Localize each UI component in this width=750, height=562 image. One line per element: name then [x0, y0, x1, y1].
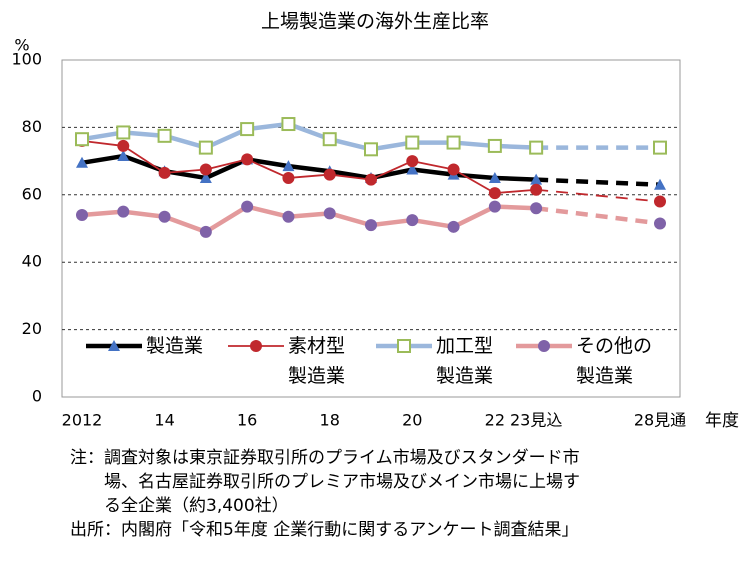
legend-marker: [108, 340, 120, 351]
x-tick-label: 28見通: [634, 411, 686, 430]
point-marker: [530, 173, 543, 185]
legend-swatch: [228, 340, 284, 352]
x-axis-label: 年度: [705, 411, 739, 431]
chart-title: 上場製造業の海外生産比率: [261, 11, 489, 33]
point-marker: [530, 202, 543, 215]
point-marker: [158, 210, 171, 223]
point-marker: [406, 163, 419, 175]
point-marker: [199, 163, 212, 176]
point-marker: [116, 125, 131, 140]
y-axis-label: %: [14, 36, 29, 55]
series-line: [81, 204, 537, 235]
series-line: [81, 139, 537, 195]
source: 出所：内閣府「令和5年度 企業行動に関するアンケート調査結果」: [70, 520, 579, 540]
notes: 注：調査対象は東京証券取引所のプライム市場及びスタンダード市 場、名古屋証券取引…: [70, 446, 580, 542]
legend-swatch: [376, 339, 432, 353]
y-tick-label: 60: [22, 184, 42, 203]
x-tick-label: 20: [402, 411, 422, 430]
point-marker: [323, 168, 336, 181]
plot-frame: [61, 59, 681, 398]
y-tick-label: 100: [11, 50, 42, 69]
point-marker: [447, 163, 460, 176]
point-marker: [76, 209, 88, 222]
point-marker: [322, 132, 337, 147]
projection-line: [535, 206, 661, 226]
point-marker: [281, 117, 296, 132]
point-marker: [282, 210, 295, 223]
note-line: る全企業（約3,400社）: [70, 496, 289, 516]
point-marker: [365, 173, 377, 186]
y-tick-label: 20: [22, 319, 42, 338]
point-marker: [198, 140, 213, 155]
point-marker: [488, 187, 501, 200]
point-marker: [117, 139, 130, 152]
point-marker: [117, 150, 130, 162]
point-marker: [446, 135, 461, 150]
point-marker: [653, 140, 667, 155]
point-marker: [241, 200, 254, 213]
point-marker: [364, 142, 378, 157]
series: [76, 134, 666, 208]
point-marker: [529, 140, 544, 155]
point-marker: [240, 122, 255, 137]
point-marker: [406, 214, 419, 227]
legend-swatch: [86, 340, 142, 351]
point-marker: [76, 156, 88, 168]
point-marker: [117, 205, 130, 218]
point-marker: [199, 225, 212, 238]
legend-label: その他の 製造業: [576, 335, 653, 387]
point-marker: [157, 128, 172, 143]
x-tick-label: 14: [154, 411, 174, 430]
x-tick-label: 22: [485, 411, 505, 430]
point-marker: [487, 138, 502, 153]
projection-line: [536, 188, 661, 203]
y-tick-label: 0: [32, 387, 42, 406]
legend-marker: [538, 340, 550, 352]
series: [76, 200, 666, 238]
point-marker: [282, 160, 295, 172]
legend-item: 製造業: [86, 331, 203, 361]
point-marker: [530, 183, 543, 196]
x-tick-label: 16: [237, 411, 257, 430]
legend-label: 加工型 製造業: [436, 335, 494, 387]
point-marker: [654, 178, 666, 190]
y-tick-label: 80: [22, 117, 42, 136]
point-marker: [488, 171, 501, 183]
x-tick-label: 2012: [62, 411, 103, 430]
legend-item: その他の 製造業: [516, 331, 652, 391]
point-marker: [406, 155, 419, 168]
note-line: 注：調査対象は東京証券取引所のプライム市場及びスタンダード市: [70, 448, 580, 468]
point-marker: [654, 217, 666, 230]
point-marker: [447, 220, 460, 233]
legend-item: 素材型 製造業: [228, 331, 345, 391]
point-marker: [488, 200, 501, 213]
point-marker: [405, 135, 420, 150]
point-marker: [241, 153, 254, 166]
point-marker: [365, 219, 377, 232]
point-marker: [199, 171, 212, 183]
legend-item: 加工型 製造業: [376, 331, 493, 391]
y-tick-label: 40: [22, 252, 42, 271]
projection-line: [536, 177, 661, 187]
legend-label: 素材型 製造業: [288, 335, 346, 387]
legend-marker: [250, 340, 262, 352]
point-marker: [323, 207, 336, 220]
point-marker: [282, 171, 295, 184]
point-marker: [654, 195, 666, 208]
point-marker: [158, 166, 171, 179]
legend-swatch: [516, 340, 572, 352]
point-marker: [75, 132, 89, 147]
legend-label: 製造業: [146, 335, 204, 357]
x-tick-label: 23見込: [510, 411, 562, 430]
legend-marker: [397, 339, 411, 353]
x-tick-label: 18: [320, 411, 340, 430]
series: [75, 117, 667, 157]
note-line: 場、名古屋証券取引所のプレミア市場及びメイン市場に上場す: [70, 472, 580, 492]
